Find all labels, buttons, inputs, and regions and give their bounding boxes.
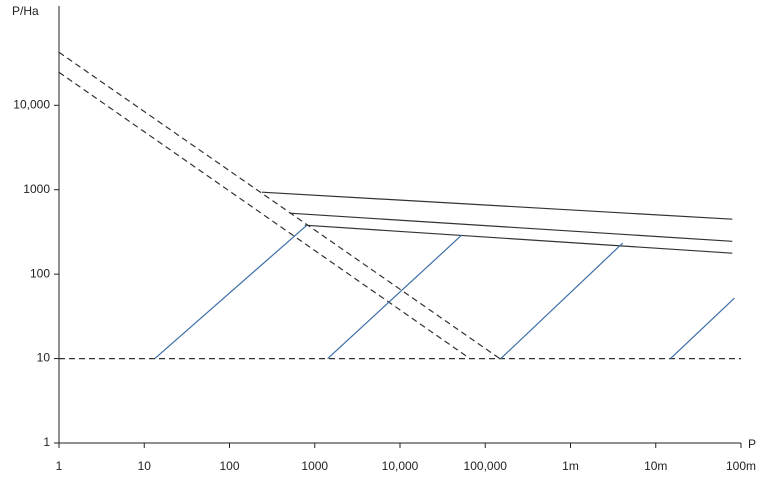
y-tick-label: 1 bbox=[43, 435, 50, 449]
x-tick-label: 1m bbox=[562, 459, 579, 473]
series-line bbox=[500, 242, 624, 360]
x-tick-label: 10 bbox=[138, 459, 152, 473]
x-tick-label: 1 bbox=[56, 459, 63, 473]
series-line bbox=[58, 71, 471, 360]
y-tick-label: 10,000 bbox=[13, 97, 50, 111]
series-line bbox=[327, 234, 463, 360]
x-tick-label: 100,000 bbox=[464, 459, 508, 473]
series-line bbox=[304, 224, 733, 254]
y-axis-label: P/Ha bbox=[12, 4, 39, 18]
x-tick-label: 10m bbox=[644, 459, 667, 473]
series-line bbox=[289, 212, 733, 242]
y-tick-label: 10 bbox=[37, 351, 51, 365]
x-tick-label: 100m bbox=[726, 459, 756, 473]
y-tick-label: 1000 bbox=[23, 182, 50, 196]
x-tick-label: 100 bbox=[219, 459, 239, 473]
x-tick-label: 1000 bbox=[301, 459, 328, 473]
series-line bbox=[58, 51, 501, 360]
x-tick-label: 10,000 bbox=[382, 459, 419, 473]
y-tick-label: 100 bbox=[30, 266, 50, 280]
series-line bbox=[670, 297, 735, 360]
series-line bbox=[154, 224, 308, 360]
x-axis-label: P bbox=[748, 437, 756, 451]
series-line bbox=[261, 191, 733, 220]
